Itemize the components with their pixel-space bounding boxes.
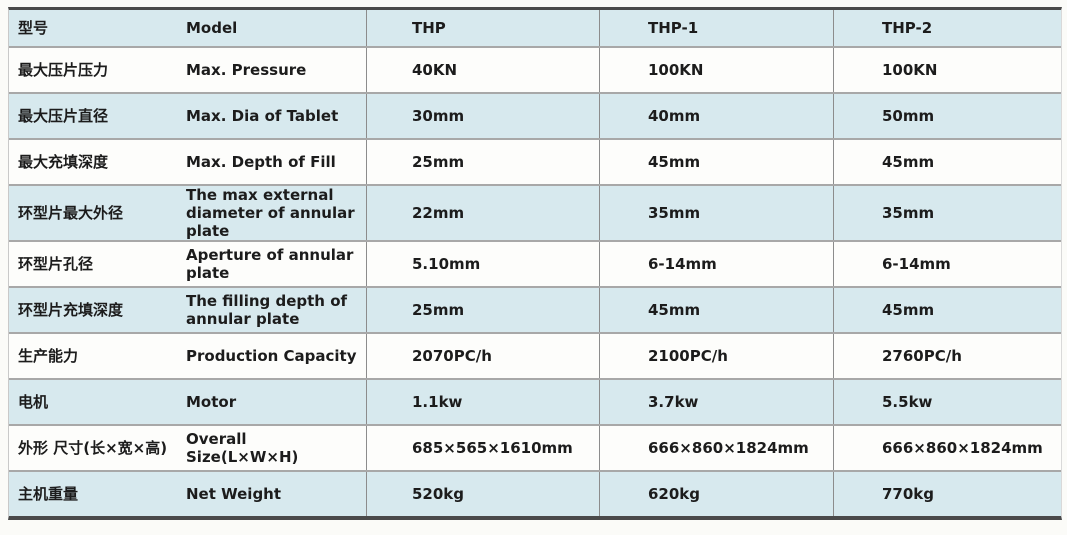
table-row-max-pressure: 最大压片压力 Max. Pressure 40KN 100KN 100KN: [9, 46, 1061, 92]
row-label-en: Aperture of annular plate: [186, 246, 354, 282]
row-label-en: Overall Size(L×W×H): [186, 430, 299, 466]
header-label-en: Model: [186, 19, 238, 37]
value-thp2: 35mm: [833, 186, 1061, 240]
value-thp1: 100KN: [599, 48, 833, 92]
value-thp: 1.1kw: [366, 380, 599, 424]
value-thp2: 6-14mm: [833, 242, 1061, 286]
value-thp1: 3.7kw: [599, 380, 833, 424]
value-thp: 25mm: [366, 140, 599, 184]
table-row-max-depth-fill: 最大充填深度 Max. Depth of Fill 25mm 45mm 45mm: [9, 138, 1061, 184]
row-label-en: Net Weight: [186, 485, 282, 503]
value-thp1: 6-14mm: [599, 242, 833, 286]
value-thp: 25mm: [366, 288, 599, 332]
value-thp: 5.10mm: [366, 242, 599, 286]
row-label-en: Max. Pressure: [186, 61, 307, 79]
value-thp: 30mm: [366, 94, 599, 138]
value-thp1: 45mm: [599, 140, 833, 184]
value-thp2: 2760PC/h: [833, 334, 1061, 378]
header-model-thp2: THP-2: [833, 10, 1061, 46]
value-thp: 685×565×1610mm: [366, 426, 599, 470]
value-thp2: 5.5kw: [833, 380, 1061, 424]
row-label-cn: 最大充填深度: [18, 153, 109, 171]
row-label-en: The max external diameter of annular pla…: [186, 186, 355, 240]
table-row-motor: 电机 Motor 1.1kw 3.7kw 5.5kw: [9, 378, 1061, 424]
value-thp: 520kg: [366, 472, 599, 516]
row-label-cn: 环型片最大外径: [18, 204, 124, 222]
table-row-overall-size: 外形 尺寸(长×宽×高) Overall Size(L×W×H) 685×565…: [9, 424, 1061, 470]
table-row-filling-depth-annular: 环型片充填深度 The filling depth of annular pla…: [9, 286, 1061, 332]
value-thp1: 666×860×1824mm: [599, 426, 833, 470]
table-row-aperture: 环型片孔径 Aperture of annular plate 5.10mm 6…: [9, 240, 1061, 286]
value-thp2: 45mm: [833, 288, 1061, 332]
spec-table: 型号 Model THP THP-1 THP-2 最大压片压力 Max. Pre…: [8, 7, 1062, 520]
value-thp2: 45mm: [833, 140, 1061, 184]
header-model-thp: THP: [366, 10, 599, 46]
value-thp1: 40mm: [599, 94, 833, 138]
row-label-en: Max. Depth of Fill: [186, 153, 336, 171]
value-thp2: 666×860×1824mm: [833, 426, 1061, 470]
value-thp2: 100KN: [833, 48, 1061, 92]
table-header-row: 型号 Model THP THP-1 THP-2: [9, 10, 1061, 46]
value-thp2: 770kg: [833, 472, 1061, 516]
value-thp1: 45mm: [599, 288, 833, 332]
table-row-max-external-diameter: 环型片最大外径 The max external diameter of ann…: [9, 184, 1061, 240]
header-model-thp1: THP-1: [599, 10, 833, 46]
value-thp1: 35mm: [599, 186, 833, 240]
row-label-cn: 环型片孔径: [18, 255, 94, 273]
row-label-cn: 主机重量: [18, 485, 79, 503]
row-label-en: Production Capacity: [186, 347, 357, 365]
row-label-cn: 生产能力: [18, 347, 79, 365]
row-label-en: Max. Dia of Tablet: [186, 107, 339, 125]
row-label-cn: 环型片充填深度: [18, 301, 124, 319]
row-label-cn: 外形 尺寸(长×宽×高): [18, 439, 168, 457]
row-label-cn: 电机: [18, 393, 49, 411]
table-row-net-weight: 主机重量 Net Weight 520kg 620kg 770kg: [9, 470, 1061, 516]
value-thp: 40KN: [366, 48, 599, 92]
value-thp: 2070PC/h: [366, 334, 599, 378]
row-label-en: The filling depth of annular plate: [186, 292, 348, 328]
table-row-max-dia: 最大压片直径 Max. Dia of Tablet 30mm 40mm 50mm: [9, 92, 1061, 138]
value-thp2: 50mm: [833, 94, 1061, 138]
value-thp1: 620kg: [599, 472, 833, 516]
row-label-en: Motor: [186, 393, 237, 411]
table-row-production-capacity: 生产能力 Production Capacity 2070PC/h 2100PC…: [9, 332, 1061, 378]
value-thp: 22mm: [366, 186, 599, 240]
header-label-cn: 型号: [18, 19, 49, 37]
row-label-cn: 最大压片压力: [18, 61, 109, 79]
row-label-cn: 最大压片直径: [18, 107, 109, 125]
value-thp1: 2100PC/h: [599, 334, 833, 378]
